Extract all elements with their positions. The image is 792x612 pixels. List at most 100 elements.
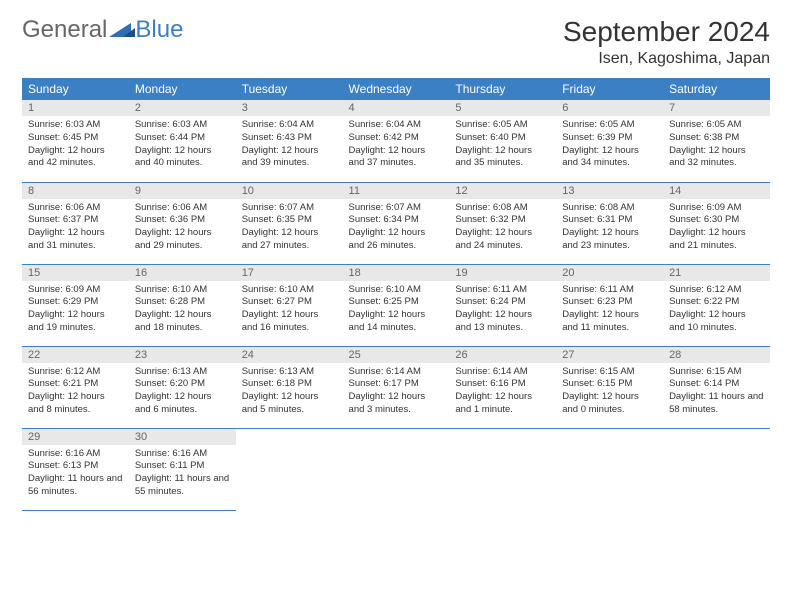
day-content: Sunrise: 6:08 AMSunset: 6:31 PMDaylight:… bbox=[556, 199, 663, 257]
daylight-text: Daylight: 11 hours and 58 minutes. bbox=[669, 391, 764, 417]
calendar-cell: 8Sunrise: 6:06 AMSunset: 6:37 PMDaylight… bbox=[22, 182, 129, 264]
calendar-cell: 7Sunrise: 6:05 AMSunset: 6:38 PMDaylight… bbox=[663, 100, 770, 182]
daylight-text: Daylight: 12 hours and 39 minutes. bbox=[242, 145, 337, 171]
day-content: Sunrise: 6:05 AMSunset: 6:38 PMDaylight:… bbox=[663, 116, 770, 174]
calendar-cell: 19Sunrise: 6:11 AMSunset: 6:24 PMDayligh… bbox=[449, 264, 556, 346]
sunrise-text: Sunrise: 6:09 AM bbox=[28, 284, 123, 297]
sunrise-text: Sunrise: 6:08 AM bbox=[455, 202, 550, 215]
daylight-text: Daylight: 12 hours and 11 minutes. bbox=[562, 309, 657, 335]
title-block: September 2024 Isen, Kagoshima, Japan bbox=[563, 16, 770, 68]
day-number: 21 bbox=[663, 265, 770, 281]
sunrise-text: Sunrise: 6:15 AM bbox=[669, 366, 764, 379]
sunset-text: Sunset: 6:32 PM bbox=[455, 214, 550, 227]
calendar-row: 1Sunrise: 6:03 AMSunset: 6:45 PMDaylight… bbox=[22, 100, 770, 182]
sunset-text: Sunset: 6:34 PM bbox=[349, 214, 444, 227]
day-number: 14 bbox=[663, 183, 770, 199]
weekday-header: Monday bbox=[129, 78, 236, 100]
day-content: Sunrise: 6:15 AMSunset: 6:14 PMDaylight:… bbox=[663, 363, 770, 421]
sunrise-text: Sunrise: 6:08 AM bbox=[562, 202, 657, 215]
calendar-cell: 11Sunrise: 6:07 AMSunset: 6:34 PMDayligh… bbox=[343, 182, 450, 264]
sunset-text: Sunset: 6:27 PM bbox=[242, 296, 337, 309]
day-content: Sunrise: 6:05 AMSunset: 6:40 PMDaylight:… bbox=[449, 116, 556, 174]
calendar-cell: 14Sunrise: 6:09 AMSunset: 6:30 PMDayligh… bbox=[663, 182, 770, 264]
daylight-text: Daylight: 12 hours and 16 minutes. bbox=[242, 309, 337, 335]
sunrise-text: Sunrise: 6:11 AM bbox=[562, 284, 657, 297]
sunrise-text: Sunrise: 6:10 AM bbox=[242, 284, 337, 297]
day-content: Sunrise: 6:16 AMSunset: 6:11 PMDaylight:… bbox=[129, 445, 236, 503]
day-content: Sunrise: 6:10 AMSunset: 6:27 PMDaylight:… bbox=[236, 281, 343, 339]
day-number: 18 bbox=[343, 265, 450, 281]
sunrise-text: Sunrise: 6:12 AM bbox=[28, 366, 123, 379]
day-number: 25 bbox=[343, 347, 450, 363]
logo: General Blue bbox=[22, 16, 183, 44]
daylight-text: Daylight: 12 hours and 3 minutes. bbox=[349, 391, 444, 417]
calendar-cell: 13Sunrise: 6:08 AMSunset: 6:31 PMDayligh… bbox=[556, 182, 663, 264]
calendar-cell: 24Sunrise: 6:13 AMSunset: 6:18 PMDayligh… bbox=[236, 346, 343, 428]
calendar-cell: 20Sunrise: 6:11 AMSunset: 6:23 PMDayligh… bbox=[556, 264, 663, 346]
day-number: 8 bbox=[22, 183, 129, 199]
calendar-cell: 29Sunrise: 6:16 AMSunset: 6:13 PMDayligh… bbox=[22, 428, 129, 510]
sunrise-text: Sunrise: 6:03 AM bbox=[28, 119, 123, 132]
sunset-text: Sunset: 6:15 PM bbox=[562, 378, 657, 391]
calendar-body: 1Sunrise: 6:03 AMSunset: 6:45 PMDaylight… bbox=[22, 100, 770, 510]
daylight-text: Daylight: 12 hours and 26 minutes. bbox=[349, 227, 444, 253]
calendar-cell: 26Sunrise: 6:14 AMSunset: 6:16 PMDayligh… bbox=[449, 346, 556, 428]
calendar-cell: 9Sunrise: 6:06 AMSunset: 6:36 PMDaylight… bbox=[129, 182, 236, 264]
logo-triangle-icon bbox=[109, 17, 135, 45]
day-content: Sunrise: 6:07 AMSunset: 6:34 PMDaylight:… bbox=[343, 199, 450, 257]
sunrise-text: Sunrise: 6:03 AM bbox=[135, 119, 230, 132]
sunrise-text: Sunrise: 6:10 AM bbox=[135, 284, 230, 297]
daylight-text: Daylight: 12 hours and 0 minutes. bbox=[562, 391, 657, 417]
calendar-cell bbox=[556, 428, 663, 510]
sunrise-text: Sunrise: 6:13 AM bbox=[242, 366, 337, 379]
daylight-text: Daylight: 12 hours and 21 minutes. bbox=[669, 227, 764, 253]
day-number: 29 bbox=[22, 429, 129, 445]
weekday-header-row: Sunday Monday Tuesday Wednesday Thursday… bbox=[22, 78, 770, 100]
day-number: 3 bbox=[236, 100, 343, 116]
day-content: Sunrise: 6:04 AMSunset: 6:43 PMDaylight:… bbox=[236, 116, 343, 174]
sunset-text: Sunset: 6:23 PM bbox=[562, 296, 657, 309]
sunrise-text: Sunrise: 6:14 AM bbox=[349, 366, 444, 379]
location-text: Isen, Kagoshima, Japan bbox=[563, 50, 770, 68]
day-content: Sunrise: 6:07 AMSunset: 6:35 PMDaylight:… bbox=[236, 199, 343, 257]
sunset-text: Sunset: 6:25 PM bbox=[349, 296, 444, 309]
calendar-cell: 30Sunrise: 6:16 AMSunset: 6:11 PMDayligh… bbox=[129, 428, 236, 510]
daylight-text: Daylight: 12 hours and 37 minutes. bbox=[349, 145, 444, 171]
weekday-header: Wednesday bbox=[343, 78, 450, 100]
daylight-text: Daylight: 12 hours and 6 minutes. bbox=[135, 391, 230, 417]
logo-text-1: General bbox=[22, 16, 107, 44]
daylight-text: Daylight: 12 hours and 24 minutes. bbox=[455, 227, 550, 253]
sunset-text: Sunset: 6:29 PM bbox=[28, 296, 123, 309]
sunset-text: Sunset: 6:13 PM bbox=[28, 460, 123, 473]
daylight-text: Daylight: 12 hours and 27 minutes. bbox=[242, 227, 337, 253]
page-title: September 2024 bbox=[563, 16, 770, 48]
weekday-header: Thursday bbox=[449, 78, 556, 100]
day-content: Sunrise: 6:08 AMSunset: 6:32 PMDaylight:… bbox=[449, 199, 556, 257]
sunset-text: Sunset: 6:39 PM bbox=[562, 132, 657, 145]
calendar-cell: 16Sunrise: 6:10 AMSunset: 6:28 PMDayligh… bbox=[129, 264, 236, 346]
day-content: Sunrise: 6:03 AMSunset: 6:45 PMDaylight:… bbox=[22, 116, 129, 174]
sunset-text: Sunset: 6:38 PM bbox=[669, 132, 764, 145]
day-number: 16 bbox=[129, 265, 236, 281]
day-content: Sunrise: 6:12 AMSunset: 6:22 PMDaylight:… bbox=[663, 281, 770, 339]
calendar-cell bbox=[236, 428, 343, 510]
calendar-cell: 21Sunrise: 6:12 AMSunset: 6:22 PMDayligh… bbox=[663, 264, 770, 346]
sunset-text: Sunset: 6:40 PM bbox=[455, 132, 550, 145]
day-number: 13 bbox=[556, 183, 663, 199]
daylight-text: Daylight: 12 hours and 10 minutes. bbox=[669, 309, 764, 335]
sunset-text: Sunset: 6:35 PM bbox=[242, 214, 337, 227]
day-number: 19 bbox=[449, 265, 556, 281]
sunset-text: Sunset: 6:18 PM bbox=[242, 378, 337, 391]
logo-text-2: Blue bbox=[135, 16, 183, 44]
day-content: Sunrise: 6:13 AMSunset: 6:20 PMDaylight:… bbox=[129, 363, 236, 421]
daylight-text: Daylight: 12 hours and 40 minutes. bbox=[135, 145, 230, 171]
calendar-cell bbox=[449, 428, 556, 510]
daylight-text: Daylight: 12 hours and 31 minutes. bbox=[28, 227, 123, 253]
weekday-header: Tuesday bbox=[236, 78, 343, 100]
calendar-cell: 2Sunrise: 6:03 AMSunset: 6:44 PMDaylight… bbox=[129, 100, 236, 182]
sunrise-text: Sunrise: 6:06 AM bbox=[28, 202, 123, 215]
calendar-cell: 17Sunrise: 6:10 AMSunset: 6:27 PMDayligh… bbox=[236, 264, 343, 346]
day-number: 22 bbox=[22, 347, 129, 363]
day-number: 5 bbox=[449, 100, 556, 116]
day-number: 27 bbox=[556, 347, 663, 363]
